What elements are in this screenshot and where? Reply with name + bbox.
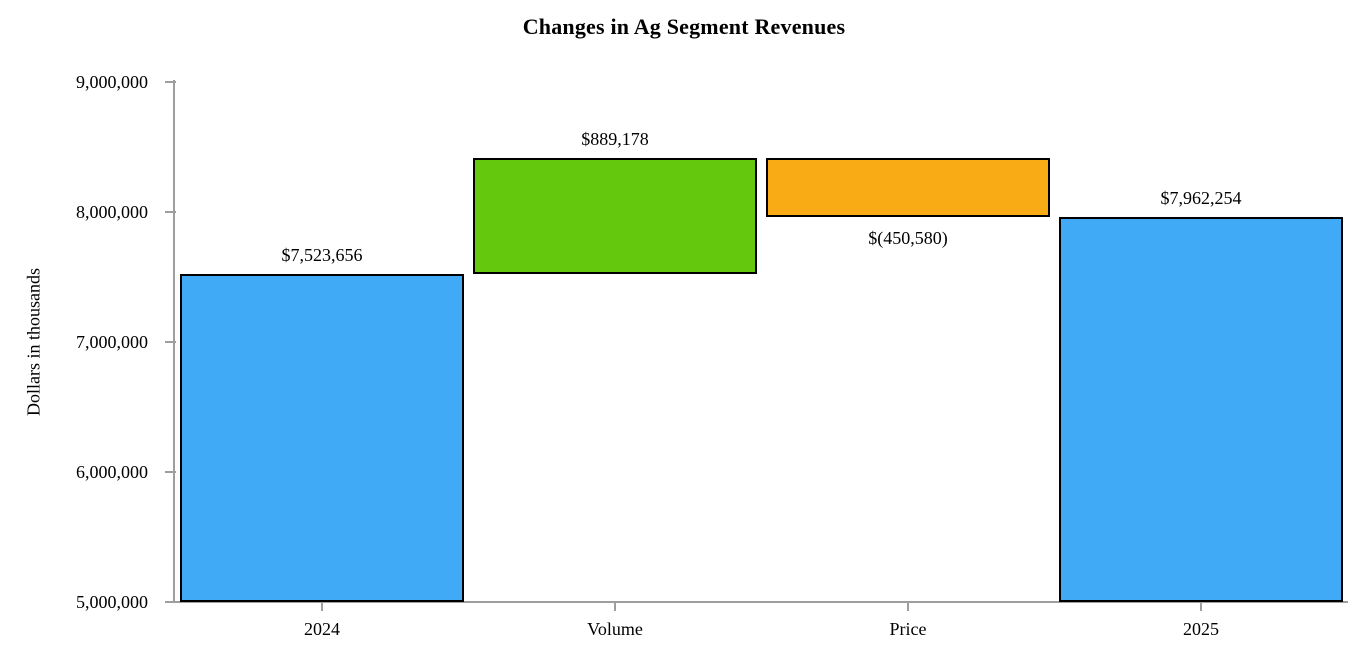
- y-tick-label: 5,000,000: [76, 592, 148, 612]
- y-tick-mark: [165, 601, 176, 603]
- x-tick-label: Price: [889, 619, 927, 639]
- y-tick-label: 8,000,000: [76, 202, 148, 222]
- y-tick-mark: [165, 81, 176, 83]
- y-tick-label: 7,000,000: [76, 332, 148, 352]
- bar-value-label: $(450,580): [868, 227, 948, 248]
- x-tick-mark: [1200, 602, 1202, 611]
- bar-value-label: $7,962,254: [1160, 187, 1242, 208]
- x-axis-line: [165, 601, 1348, 603]
- y-tick-mark: [165, 471, 176, 473]
- x-tick-label: 2025: [1183, 619, 1219, 639]
- y-tick-label: 9,000,000: [76, 72, 148, 92]
- bar-2024: [180, 273, 464, 602]
- x-tick-mark: [321, 602, 323, 611]
- bar-value-label: $889,178: [581, 129, 649, 150]
- x-tick-label: 2024: [304, 619, 340, 639]
- x-tick-label: Volume: [587, 619, 643, 639]
- bar-price: [766, 158, 1050, 217]
- x-tick-mark: [614, 602, 616, 611]
- bar-2025: [1059, 216, 1343, 602]
- y-tick-mark: [165, 211, 176, 213]
- bar-volume: [473, 158, 757, 274]
- y-tick-label: 6,000,000: [76, 462, 148, 482]
- chart-title: Changes in Ag Segment Revenues: [522, 14, 846, 39]
- y-tick-mark: [165, 341, 176, 343]
- bar-value-label: $7,523,656: [281, 244, 363, 265]
- x-tick-mark: [907, 602, 909, 611]
